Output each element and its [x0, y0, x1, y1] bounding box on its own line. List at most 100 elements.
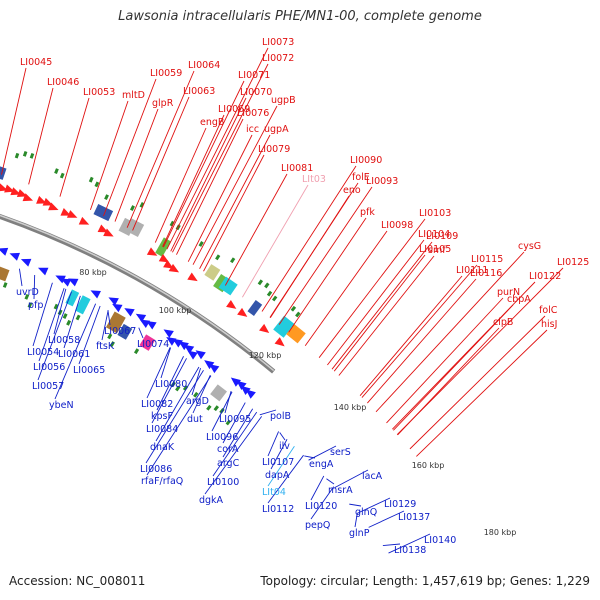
- gene-label-polb: polB: [270, 411, 291, 422]
- gene-label-li0105: LI0105: [419, 244, 451, 255]
- gene-label-li0071: LI0071: [238, 70, 270, 81]
- outer-marker: [88, 176, 94, 183]
- gene-label-li0067: LI0067: [104, 326, 136, 337]
- gene-label-lit03: LIt03: [302, 174, 326, 185]
- gene-label-li0076: LI0076: [237, 108, 269, 119]
- reverse-gene-arrow: [124, 308, 135, 317]
- gene-label-ugpb: ugpB: [271, 95, 296, 106]
- inner-marker: [66, 319, 72, 326]
- reverse-gene-arrow: [245, 389, 256, 399]
- tick-label: 140 kbp: [334, 403, 367, 412]
- label-leader-line: [78, 305, 101, 365]
- features-group: [0, 151, 306, 426]
- label-leader-line: [59, 97, 90, 197]
- gene-label-li0090: LI0090: [350, 155, 382, 166]
- forward-gene-feature: [93, 204, 114, 222]
- label-lines-group: [1, 47, 564, 554]
- forward-gene-feature: [247, 300, 263, 316]
- label-leader-line: [368, 510, 405, 528]
- tick-label: 100 kbp: [159, 306, 192, 315]
- gene-label-li0064: LI0064: [188, 60, 220, 71]
- label-leader-line: [267, 454, 304, 504]
- forward-gene-arrow: [97, 224, 109, 233]
- label-leader-line: [63, 295, 81, 349]
- forward-gene-arrow: [16, 189, 28, 198]
- label-leader-line: [267, 446, 295, 487]
- reverse-gene-arrow: [240, 385, 251, 396]
- reverse-gene-arrow: [209, 364, 220, 374]
- inner-marker: [27, 302, 33, 308]
- label-leader-line: [37, 291, 73, 381]
- gene-label-li0080: LI0080: [155, 379, 187, 390]
- label-leader-line: [375, 251, 525, 413]
- backbone-highlight: [0, 214, 275, 372]
- inner-marker: [175, 385, 181, 392]
- inner-marker: [213, 405, 220, 412]
- label-leader-line: [224, 390, 232, 414]
- gene-label-glnp: glnP: [349, 528, 370, 539]
- label-leader-line: [386, 297, 504, 424]
- label-leader-line: [204, 416, 263, 495]
- gene-label-li0059: LI0059: [150, 68, 182, 79]
- forward-gene-arrow: [163, 259, 174, 269]
- forward-gene-arrow: [10, 187, 21, 196]
- outer-marker: [271, 295, 278, 302]
- inner-marker: [193, 391, 199, 398]
- reverse-gene-arrow: [135, 313, 147, 323]
- gene-label-icc: icc: [246, 124, 259, 135]
- gene-label-li0098: LI0098: [381, 220, 413, 231]
- label-leader-line: [327, 239, 425, 366]
- label-leader-line: [338, 255, 435, 376]
- forward-gene-arrow: [42, 197, 54, 206]
- gene-label-dut: dut: [187, 414, 203, 425]
- gene-label-li0069: LI0069: [218, 104, 250, 115]
- reverse-gene-feature: [0, 265, 10, 282]
- gene-label-li0140: LI0140: [424, 535, 456, 546]
- outer-marker: [295, 311, 301, 318]
- gene-label-pfp: pfp: [28, 300, 43, 311]
- gene-label-pfk: pfk: [360, 207, 375, 218]
- label-leader-line: [308, 445, 337, 461]
- outer-marker: [29, 152, 35, 159]
- gene-label-li0104: LI0104: [418, 229, 450, 240]
- outer-marker: [257, 279, 264, 286]
- forward-gene-arrow: [274, 337, 285, 347]
- outer-marker: [230, 257, 236, 264]
- gene-label-yben: ybeN: [49, 400, 74, 411]
- label-leader-line: [310, 486, 335, 520]
- forward-gene-arrow: [146, 247, 158, 256]
- reverse-gene-feature: [105, 311, 126, 334]
- gene-label-li0058: LI0058: [48, 335, 80, 346]
- label-leader-line: [331, 241, 433, 370]
- gene-label-li0100: LI0100: [207, 477, 239, 488]
- outer-marker: [266, 290, 273, 297]
- gene-label-li0072: LI0072: [262, 53, 294, 64]
- label-leader-line: [32, 282, 53, 347]
- gene-label-cora: corA: [217, 444, 239, 455]
- label-leader-line: [162, 80, 245, 248]
- gene-label-purn: purN: [497, 287, 520, 298]
- tick-label: 180 kbp: [484, 528, 517, 537]
- label-leader-line: [318, 218, 426, 358]
- gene-label-clpb: clpB: [493, 317, 513, 328]
- gene-labels-group: LI0045 LI0046 LI0053 mltD LI0059 glpR LI0064 LI…: [16, 37, 589, 556]
- label-leader-line: [166, 47, 269, 250]
- gene-label-folc: folC: [539, 305, 558, 316]
- label-leader-line: [409, 315, 546, 450]
- gene-label-li0109: LI0109: [426, 231, 458, 242]
- gene-label-li0103: LI0103: [419, 208, 451, 219]
- inner-marker: [75, 314, 81, 321]
- gene-label-li0065: LI0065: [73, 365, 105, 376]
- gene-label-li0120: LI0120: [305, 501, 337, 512]
- gene-label-li0046: LI0046: [47, 77, 79, 88]
- gene-label-dapa: dapA: [265, 470, 290, 481]
- label-leader-line: [367, 278, 477, 404]
- label-leader-line: [18, 268, 23, 287]
- gene-label-li0070: LI0070: [240, 87, 272, 98]
- tick-label: 80 kbp: [79, 268, 107, 277]
- label-leader-line: [28, 87, 54, 185]
- label-leader-line: [156, 356, 184, 411]
- gene-label-rfaf-rfaq: rfaF/rfaQ: [141, 476, 183, 487]
- reverse-gene-arrow: [187, 350, 198, 360]
